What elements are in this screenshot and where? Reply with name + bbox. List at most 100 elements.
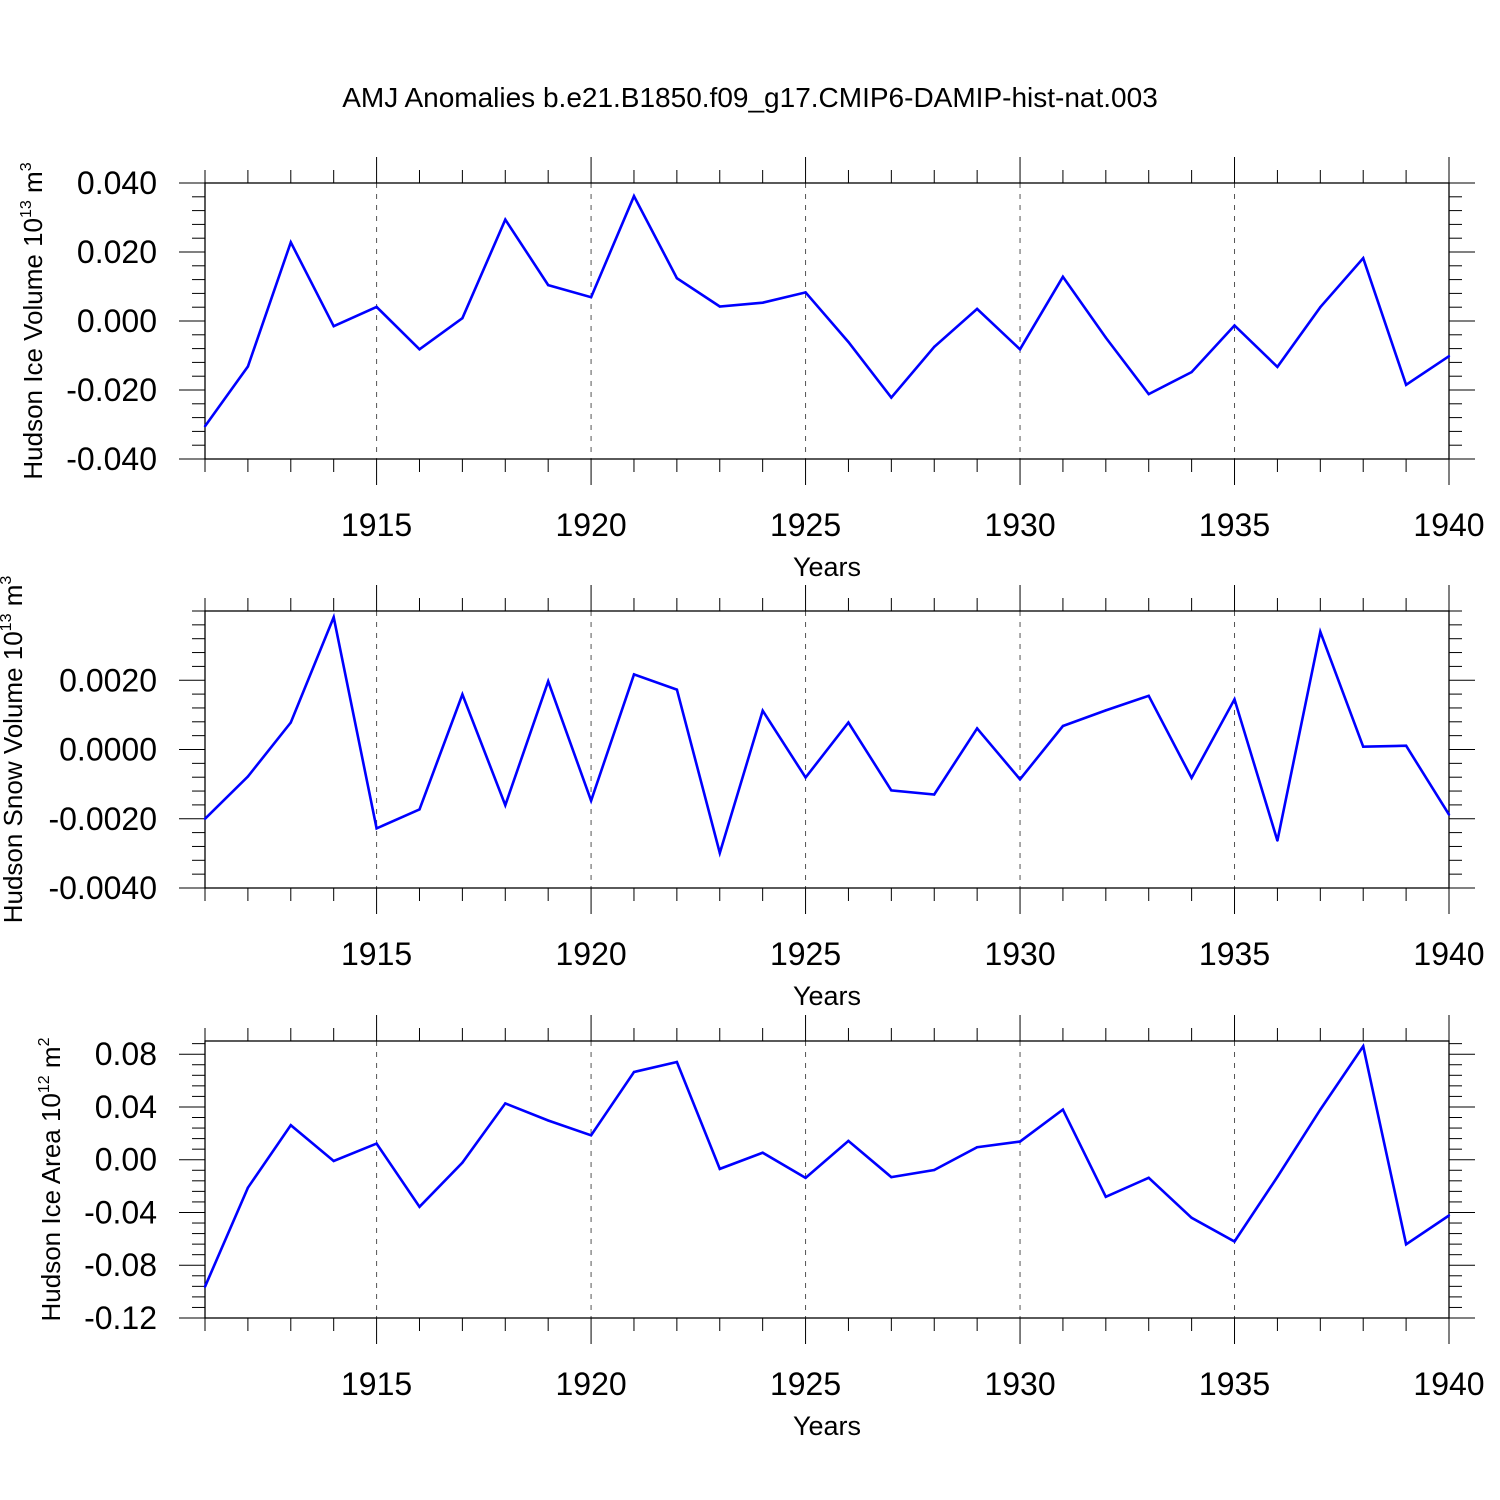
series-line (203, 1043, 1450, 1288)
data-point (1190, 370, 1193, 374)
data-point (632, 194, 636, 198)
data-point (1104, 709, 1108, 712)
data-point (1233, 1240, 1236, 1243)
data-point (761, 1151, 764, 1154)
x-tick-label: 1920 (555, 507, 626, 543)
data-point (1018, 348, 1022, 351)
data-point (975, 727, 979, 730)
data-point (246, 1186, 250, 1189)
data-point (1233, 324, 1236, 327)
data-point (418, 808, 421, 811)
panel-ice-volume: 1915 1920 1925 1930 1935 1940 Years -0.040 -0.02… (18, 157, 1485, 582)
data-point (1147, 694, 1150, 698)
x-tick-label: 1935 (1199, 507, 1270, 543)
data-point (847, 721, 850, 724)
data-point (1276, 1175, 1279, 1179)
data-point (504, 218, 507, 221)
x-tick-label: 1925 (770, 507, 841, 543)
data-point (1061, 275, 1065, 279)
x-tick-label: 1930 (984, 507, 1055, 543)
data-point (1190, 1216, 1193, 1219)
y-tick-label: -0.040 (66, 441, 157, 477)
data-point (504, 1102, 507, 1105)
data-point (504, 804, 507, 807)
data-point (418, 348, 421, 351)
plot-frame (204, 1040, 1450, 1319)
data-point (1362, 257, 1365, 260)
data-point (461, 1161, 464, 1164)
y-tick-label: -0.0040 (48, 870, 157, 906)
data-point (589, 799, 593, 802)
data-point (546, 283, 550, 287)
data-point (1233, 698, 1236, 701)
data-point (718, 305, 721, 308)
data-point (675, 1060, 679, 1064)
data-point (589, 295, 593, 299)
x-tick-label: 1940 (1413, 936, 1484, 972)
data-point (332, 616, 335, 619)
data-point (332, 324, 335, 328)
data-point (461, 693, 464, 696)
y-tick-label: -0.0020 (48, 801, 157, 837)
data-point (546, 680, 550, 683)
y-tick-label: 0.0020 (59, 662, 157, 698)
data-point (1362, 1045, 1365, 1048)
data-point (933, 1168, 936, 1172)
y-tick-label: 0.000 (77, 303, 157, 339)
data-point (1104, 1195, 1108, 1198)
x-tick-label: 1920 (555, 936, 626, 972)
data-point (203, 817, 207, 820)
page-title: AMJ Anomalies b.e21.B1850.f09_g17.CMIP6-… (342, 82, 1158, 113)
data-point (546, 1119, 550, 1122)
x-tick-label: 1940 (1413, 507, 1484, 543)
y-tick-label: 0.0000 (59, 732, 157, 768)
data-point (804, 776, 807, 779)
y-tick-label: 0.04 (95, 1089, 157, 1125)
x-axis-label: Years (793, 981, 861, 1011)
panel-ice-area: 1915 1920 1925 1930 1935 1940 Years -0.12 -0.08 -… (36, 1015, 1485, 1441)
data-point (1147, 1176, 1150, 1179)
data-point (375, 827, 378, 830)
data-point (1319, 306, 1322, 309)
x-tick-label: 1935 (1199, 1366, 1270, 1402)
data-point (375, 305, 378, 309)
data-point (804, 291, 807, 294)
data-point (1018, 1140, 1022, 1143)
data-point (975, 1145, 979, 1149)
data-point (1061, 1108, 1065, 1111)
x-tick-label: 1920 (555, 1366, 626, 1402)
y-tick-label: -0.020 (66, 372, 157, 408)
series-line (204, 612, 1451, 858)
x-tick-label: 1935 (1199, 936, 1270, 972)
y-tick-label: -0.04 (84, 1194, 157, 1230)
data-point (332, 1159, 335, 1163)
data-point (1190, 776, 1193, 780)
x-tick-label: 1930 (984, 936, 1055, 972)
data-point (933, 345, 936, 349)
x-tick-label: 1915 (341, 1366, 412, 1402)
data-point (1404, 1243, 1408, 1246)
data-point (203, 1285, 207, 1288)
data-point (975, 307, 979, 311)
data-point (890, 1175, 893, 1179)
data-point (804, 1176, 807, 1180)
series-line (203, 193, 1450, 427)
x-axis-label: Years (793, 552, 861, 582)
data-point (632, 1070, 636, 1074)
y-tick-label: 0.08 (95, 1036, 157, 1072)
data-point (1404, 744, 1408, 747)
data-point (1276, 365, 1279, 369)
data-point (761, 301, 764, 304)
y-axis-label: Hudson Snow Volume 1013 m3 (0, 576, 28, 924)
y-tick-label: 0.00 (95, 1142, 157, 1178)
data-point (1319, 630, 1322, 633)
x-tick-label: 1925 (770, 936, 841, 972)
data-point (1276, 839, 1279, 842)
y-tick-label: -0.08 (84, 1247, 157, 1283)
y-tick-label: 0.020 (77, 234, 157, 270)
x-tick-label: 1915 (341, 507, 412, 543)
data-point (1104, 336, 1108, 339)
x-axis-label: Years (793, 1411, 861, 1441)
data-point (1362, 745, 1365, 748)
